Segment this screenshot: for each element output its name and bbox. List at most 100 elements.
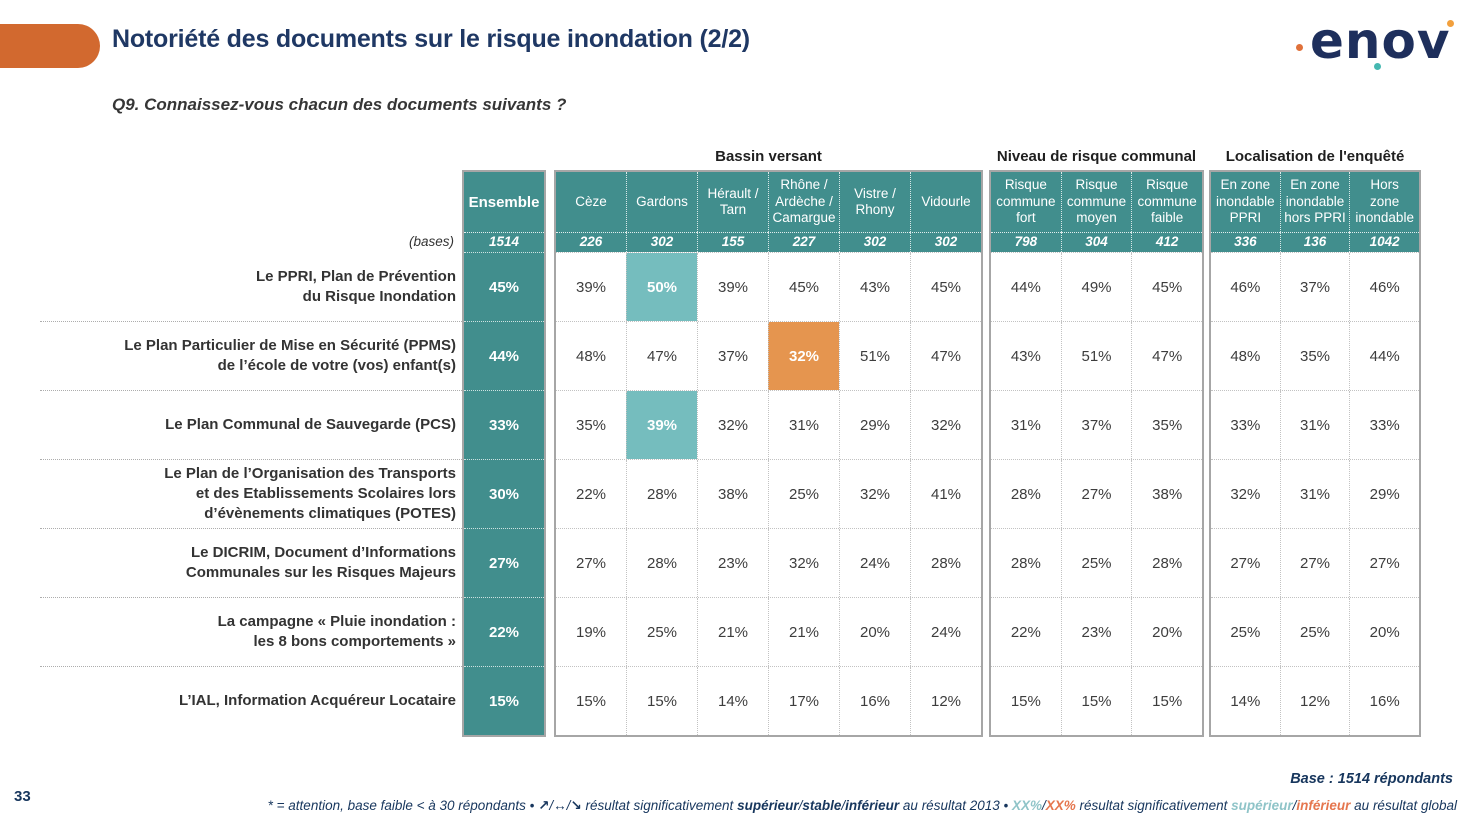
legend-segment: résultat significativement (581, 798, 738, 813)
data-cell: 48% (575, 347, 607, 365)
legend-segment: ↘ (570, 798, 582, 813)
column-base: 304 (1060, 232, 1132, 252)
legend-segment: supérieur (1231, 798, 1293, 813)
table-row: 28% 27% 38% (991, 459, 1202, 528)
data-cell: 51% (839, 322, 910, 390)
group-header-row: Risque commune fort Risque commune moyen R… (991, 172, 1202, 232)
data-cell: 41% (910, 460, 981, 528)
data-cell: 49% (1060, 253, 1132, 321)
table-row: 32% 31% 29% (1211, 459, 1419, 528)
table-row: 27% 27% 27% (1211, 528, 1419, 597)
accent-bar (0, 24, 100, 68)
data-cell: 32% (1230, 485, 1261, 503)
legend-segment: supérieur (737, 798, 799, 813)
legend-segment: XX% (1011, 798, 1042, 813)
column-base: 155 (697, 232, 768, 252)
data-cell: 31% (768, 391, 839, 459)
data-cell: 32% (910, 391, 981, 459)
legend-segment: au résultat 2013 • (899, 798, 1012, 813)
table-row: 35% 39% 32% 31% 29% 32% (556, 390, 981, 459)
group-header-row: En zone inondable PPRI En zone inondable … (1211, 172, 1419, 232)
data-cell: 29% (839, 391, 910, 459)
table-row: 44% 49% 45% (991, 252, 1202, 321)
data-cell: 48% (1230, 347, 1261, 365)
results-table: Bassin versant Niveau de risque communal L… (40, 148, 1421, 737)
group-bases-row: 798 304 412 (991, 232, 1203, 252)
legend-segment: / (566, 798, 571, 813)
table-row: 22% 23% 20% (991, 597, 1202, 666)
column-base: 412 (1131, 232, 1203, 252)
data-cell: 38% (697, 460, 768, 528)
legend-segment: résultat significativement (1075, 798, 1232, 813)
group-block: En zone inondable PPRI En zone inondable … (1209, 170, 1421, 737)
data-cell: 37% (1279, 253, 1350, 321)
data-cell: 25% (626, 598, 697, 666)
group-bases-row: 336 136 1042 (1211, 232, 1420, 252)
data-cell: 51% (1060, 322, 1132, 390)
data-cell: 15% (575, 692, 607, 710)
data-cell: 35% (1279, 322, 1350, 390)
data-cell: 47% (626, 322, 697, 390)
footnote-legend: * = attention, base faible < à 30 répond… (268, 798, 1457, 814)
data-cell: 22% (1010, 623, 1041, 641)
logo-dot-icon (1296, 44, 1303, 51)
legend-segment: au résultat global (1350, 798, 1457, 813)
legend-segment: ↗ (538, 798, 550, 813)
data-cell: 28% (1010, 554, 1041, 572)
column-base: 136 (1279, 232, 1350, 252)
enov-logo: enov (1296, 8, 1454, 74)
column-header: Hérault / Tarn (697, 172, 768, 232)
table-row: 22% 28% 38% 25% 32% 41% (556, 459, 981, 528)
column-base: 1042 (1349, 232, 1420, 252)
legend-segment: / (841, 798, 846, 813)
logo-dot-icon (1374, 63, 1381, 70)
data-cell: 31% (1010, 416, 1041, 434)
data-cell: 20% (839, 598, 910, 666)
data-cell: 27% (1279, 529, 1350, 597)
column-header: En zone inondable hors PPRI (1279, 172, 1350, 232)
table-row: 25% 25% 20% (1211, 597, 1419, 666)
data-cell: 25% (768, 460, 839, 528)
data-cell: 44% (1349, 322, 1419, 390)
group-block: Cèze Gardons Hérault / Tarn Rhône / Ardèche… (554, 170, 983, 737)
ensemble-header: Ensemble (468, 193, 540, 211)
column-base: 336 (1211, 232, 1280, 252)
data-cell: 35% (575, 416, 607, 434)
data-cell: 43% (1010, 347, 1041, 365)
group-bases-row: 226 302 155 227 302 302 (556, 232, 981, 252)
table-row: 19% 25% 21% 21% 20% 24% (556, 597, 981, 666)
legend-segment: inférieur (1296, 798, 1351, 813)
group-titles-row: Bassin versant Niveau de risque communal L… (40, 148, 1421, 170)
data-cell: 47% (1131, 322, 1202, 390)
question-text: Q9. Connaissez-vous chacun des documents… (112, 95, 567, 114)
data-cell: 47% (910, 322, 981, 390)
column-header: Rhône / Ardèche / Camargue (768, 172, 839, 232)
data-cell: 39% (575, 278, 607, 296)
data-cell: 32% (768, 529, 839, 597)
data-cell: 25% (1279, 598, 1350, 666)
data-cell: 37% (697, 322, 768, 390)
data-cell: 39% (697, 253, 768, 321)
legend-segment: / (549, 798, 554, 813)
ensemble-value-cell: 33% (464, 390, 544, 459)
data-cell: 33% (1349, 391, 1419, 459)
column-base: 302 (839, 232, 910, 252)
bases-label: (bases) (408, 234, 454, 249)
data-cell: 14% (697, 667, 768, 735)
group-title: Bassin versant (715, 148, 822, 165)
table-row: 48% 47% 37% 32% 51% 47% (556, 321, 981, 390)
data-cell: 25% (1230, 623, 1261, 641)
table-row: 33% 31% 33% (1211, 390, 1419, 459)
column-header: Vistre / Rhony (839, 172, 910, 232)
column-header: Vidourle (910, 172, 981, 232)
table-row: 14% 12% 16% (1211, 666, 1419, 735)
legend-segment: * = attention, base faible < à 30 répond… (267, 798, 539, 813)
table-row: 43% 51% 47% (991, 321, 1202, 390)
data-cell: 37% (1060, 391, 1132, 459)
row-label: Le PPRI, Plan de Prévention du Risque In… (255, 267, 456, 305)
column-base: 302 (910, 232, 981, 252)
logo-dot-icon (1447, 20, 1454, 27)
table-row: 31% 37% 35% (991, 390, 1202, 459)
table-body: (bases) Le PPRI, Plan de Prévention du Ri… (40, 170, 1421, 737)
column-header: Cèze (575, 193, 607, 209)
